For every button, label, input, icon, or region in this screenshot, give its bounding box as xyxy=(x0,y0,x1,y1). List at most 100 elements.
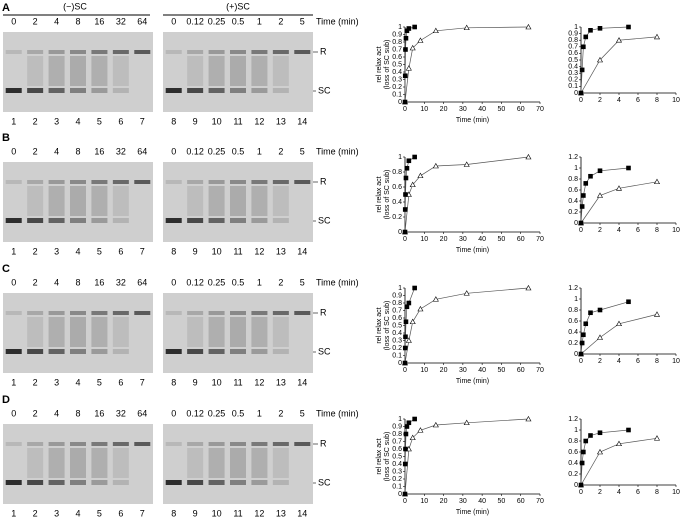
sc-label: SC xyxy=(318,85,331,95)
x-tick-label: 40 xyxy=(478,236,486,243)
gel-image xyxy=(3,293,153,373)
axis xyxy=(404,157,540,233)
gel-image xyxy=(163,293,313,373)
y-tick-label: 0.5 xyxy=(392,453,402,460)
gel-band xyxy=(70,442,86,446)
gel-band xyxy=(230,50,246,54)
gel-band xyxy=(230,311,246,315)
x-tick-label: 60 xyxy=(517,367,525,374)
y-tick-label: 0.4 xyxy=(392,330,402,337)
gel-band xyxy=(112,180,129,184)
gel-smear xyxy=(70,56,86,86)
gel-band xyxy=(91,180,108,184)
gel-smear xyxy=(27,56,44,86)
gel-band xyxy=(165,442,182,446)
gel-smear xyxy=(48,56,65,86)
gel-band xyxy=(165,349,182,354)
x-tick-label: 10 xyxy=(672,489,680,496)
gel-band xyxy=(187,349,204,354)
lane-number: 7 xyxy=(140,508,145,518)
gel-band xyxy=(208,88,225,93)
y-tick-label: 0.1 xyxy=(392,483,402,490)
x-tick-label: 10 xyxy=(420,236,428,243)
lane-number: 11 xyxy=(233,508,242,518)
gel-band xyxy=(187,50,204,54)
data-point xyxy=(615,185,623,191)
data-point xyxy=(406,158,412,164)
y-tick-label: 0 xyxy=(574,482,578,489)
y-tick-label: 0.4 xyxy=(392,69,402,76)
x-tick-label: 70 xyxy=(536,236,544,243)
y-tick-label: 1 xyxy=(574,24,578,31)
x-tick-label: 60 xyxy=(517,498,525,505)
gel-band xyxy=(5,442,22,446)
series-line xyxy=(580,301,629,355)
panel-letter: D xyxy=(2,394,10,406)
gel-band xyxy=(91,311,108,315)
data-point xyxy=(432,421,439,428)
time-label: 0.12 xyxy=(186,146,204,156)
gel-band xyxy=(27,180,44,184)
lane-number: 12 xyxy=(254,377,264,387)
x-tick-label: 0 xyxy=(403,367,407,374)
time-label: 8 xyxy=(75,16,80,26)
gel-smear xyxy=(208,317,225,347)
series-line xyxy=(404,418,529,495)
x-tick-label: 6 xyxy=(636,358,640,365)
gel-smear xyxy=(48,186,65,216)
gel-band xyxy=(251,349,268,354)
series-line xyxy=(580,314,658,355)
data-point xyxy=(525,153,532,160)
time-axis-label: Time (min) xyxy=(316,408,359,418)
data-point xyxy=(653,311,661,317)
gel-band xyxy=(70,180,86,184)
gel-band xyxy=(251,480,268,485)
gel-band xyxy=(48,88,65,93)
x-tick-label: 20 xyxy=(440,106,448,113)
time-label: 16 xyxy=(94,16,104,26)
x-tick-label: 6 xyxy=(636,97,640,104)
data-point xyxy=(588,27,593,33)
y-tick-label: 0.7 xyxy=(568,44,578,51)
time-label: 0.12 xyxy=(186,277,204,287)
axis xyxy=(404,419,540,495)
data-point xyxy=(596,56,604,63)
x-tick-label: 0 xyxy=(579,227,583,234)
y-axis-label: rel relax act xyxy=(376,438,383,474)
gel-band xyxy=(251,442,268,446)
gel-band xyxy=(272,480,289,485)
data-point xyxy=(583,438,589,444)
gel-band xyxy=(70,218,86,223)
gel-band xyxy=(5,50,22,54)
sc-label: SC xyxy=(318,215,331,225)
gel-band xyxy=(27,311,44,315)
gel-band xyxy=(48,180,65,184)
gel-smear xyxy=(251,186,268,216)
lane-number: 1 xyxy=(11,116,16,126)
gel-band xyxy=(294,180,311,184)
gel-smear xyxy=(230,56,246,86)
gel-smear xyxy=(230,317,246,347)
sc-label: SC xyxy=(318,477,331,487)
lane-number: 5 xyxy=(97,377,102,387)
time-label: 0.25 xyxy=(208,277,226,287)
data-point xyxy=(412,154,417,160)
x-tick-label: 10 xyxy=(672,227,680,234)
time-label: 16 xyxy=(94,146,104,156)
x-tick-label: 0 xyxy=(403,236,407,243)
y-tick-label: 0.5 xyxy=(392,61,402,68)
lane-number: 7 xyxy=(140,377,145,387)
axis xyxy=(580,288,676,355)
gel-band xyxy=(5,88,22,93)
gel-image xyxy=(163,32,313,112)
data-point xyxy=(412,24,417,30)
y-tick-label: 0.8 xyxy=(392,39,402,46)
data-point xyxy=(409,434,416,441)
data-point xyxy=(463,24,470,31)
gel-band xyxy=(187,88,204,93)
time-label: 0.12 xyxy=(186,408,204,418)
time-label: 2 xyxy=(33,408,38,418)
time-label: 2 xyxy=(278,277,283,287)
y-axis-label: (loss of SC sub) xyxy=(384,432,391,482)
y-tick-label: 0.2 xyxy=(568,340,578,347)
